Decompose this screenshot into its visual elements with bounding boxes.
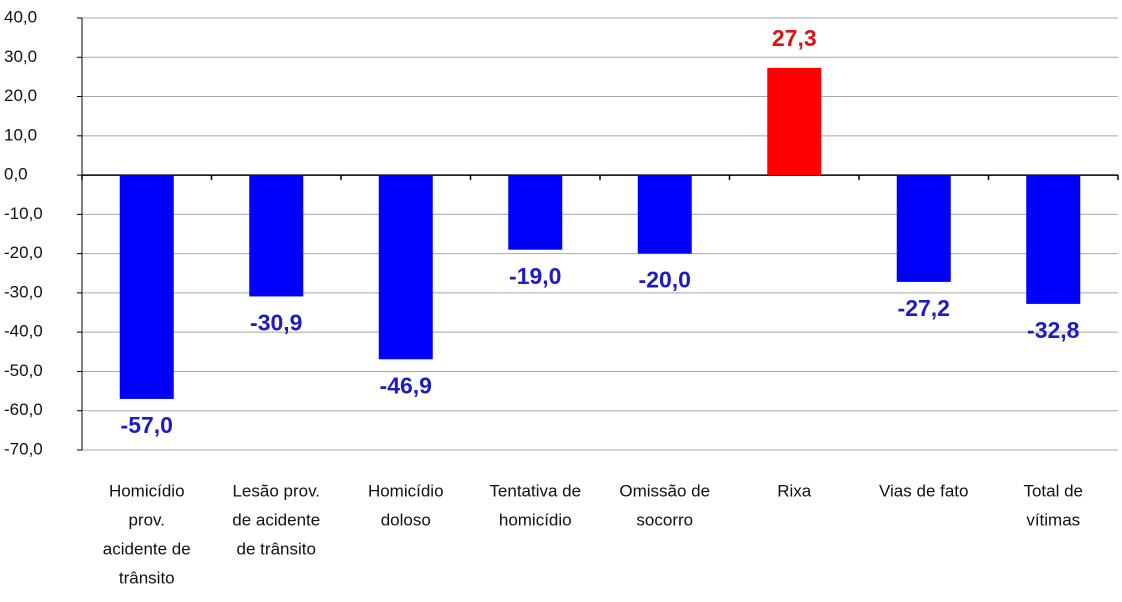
- x-tick-label: Rixa: [777, 481, 812, 500]
- x-tick-label: doloso: [381, 510, 431, 529]
- x-tick-label: Homicídio: [368, 481, 444, 500]
- value-label: -57,0: [121, 412, 173, 438]
- x-tick-label: acidente de: [103, 539, 191, 558]
- bar: [896, 175, 951, 282]
- value-label: -27,2: [898, 295, 950, 321]
- value-label: -30,9: [250, 310, 302, 336]
- x-tick-label: Omissão de: [619, 481, 710, 500]
- y-tick-label: 20,0: [4, 86, 37, 105]
- bar: [249, 175, 304, 297]
- x-tick-label: trânsito: [119, 568, 175, 587]
- x-tick-label: homicídio: [499, 510, 572, 529]
- y-tick-label: -30,0: [4, 282, 43, 301]
- bar: [119, 175, 174, 399]
- value-label: -32,8: [1027, 317, 1080, 343]
- x-tick-label: prov.: [128, 510, 165, 529]
- bar: [767, 67, 822, 176]
- bar: [508, 175, 563, 250]
- x-tick-label: Vias de fato: [879, 481, 968, 500]
- bar: [378, 175, 433, 360]
- x-tick-label: Total de: [1023, 481, 1083, 500]
- y-tick-label: 30,0: [4, 47, 37, 66]
- y-tick-label: -20,0: [4, 243, 43, 262]
- bar: [637, 175, 692, 254]
- x-tick-label: Lesão prov.: [232, 481, 320, 500]
- x-tick-label: de acidente: [232, 510, 320, 529]
- value-label: -19,0: [509, 263, 561, 289]
- x-tick-label: Homicídio: [109, 481, 185, 500]
- y-tick-label: 10,0: [4, 125, 37, 144]
- y-tick-label: 40,0: [4, 7, 37, 26]
- y-tick-label: 0,0: [4, 165, 28, 184]
- x-tick-label: de trânsito: [237, 539, 316, 558]
- x-tick-label: socorro: [636, 510, 693, 529]
- y-tick-label: -70,0: [4, 439, 43, 458]
- y-tick-label: -60,0: [4, 400, 43, 419]
- x-tick-label: Tentativa de: [489, 481, 581, 500]
- y-tick-label: -10,0: [4, 204, 43, 223]
- value-label: -46,9: [380, 372, 432, 398]
- value-label: -20,0: [639, 267, 691, 293]
- x-tick-label: vítimas: [1026, 510, 1080, 529]
- value-label: 27,3: [772, 25, 817, 51]
- bar: [1026, 175, 1081, 304]
- y-tick-label: -40,0: [4, 322, 43, 341]
- y-tick-label: -50,0: [4, 361, 43, 380]
